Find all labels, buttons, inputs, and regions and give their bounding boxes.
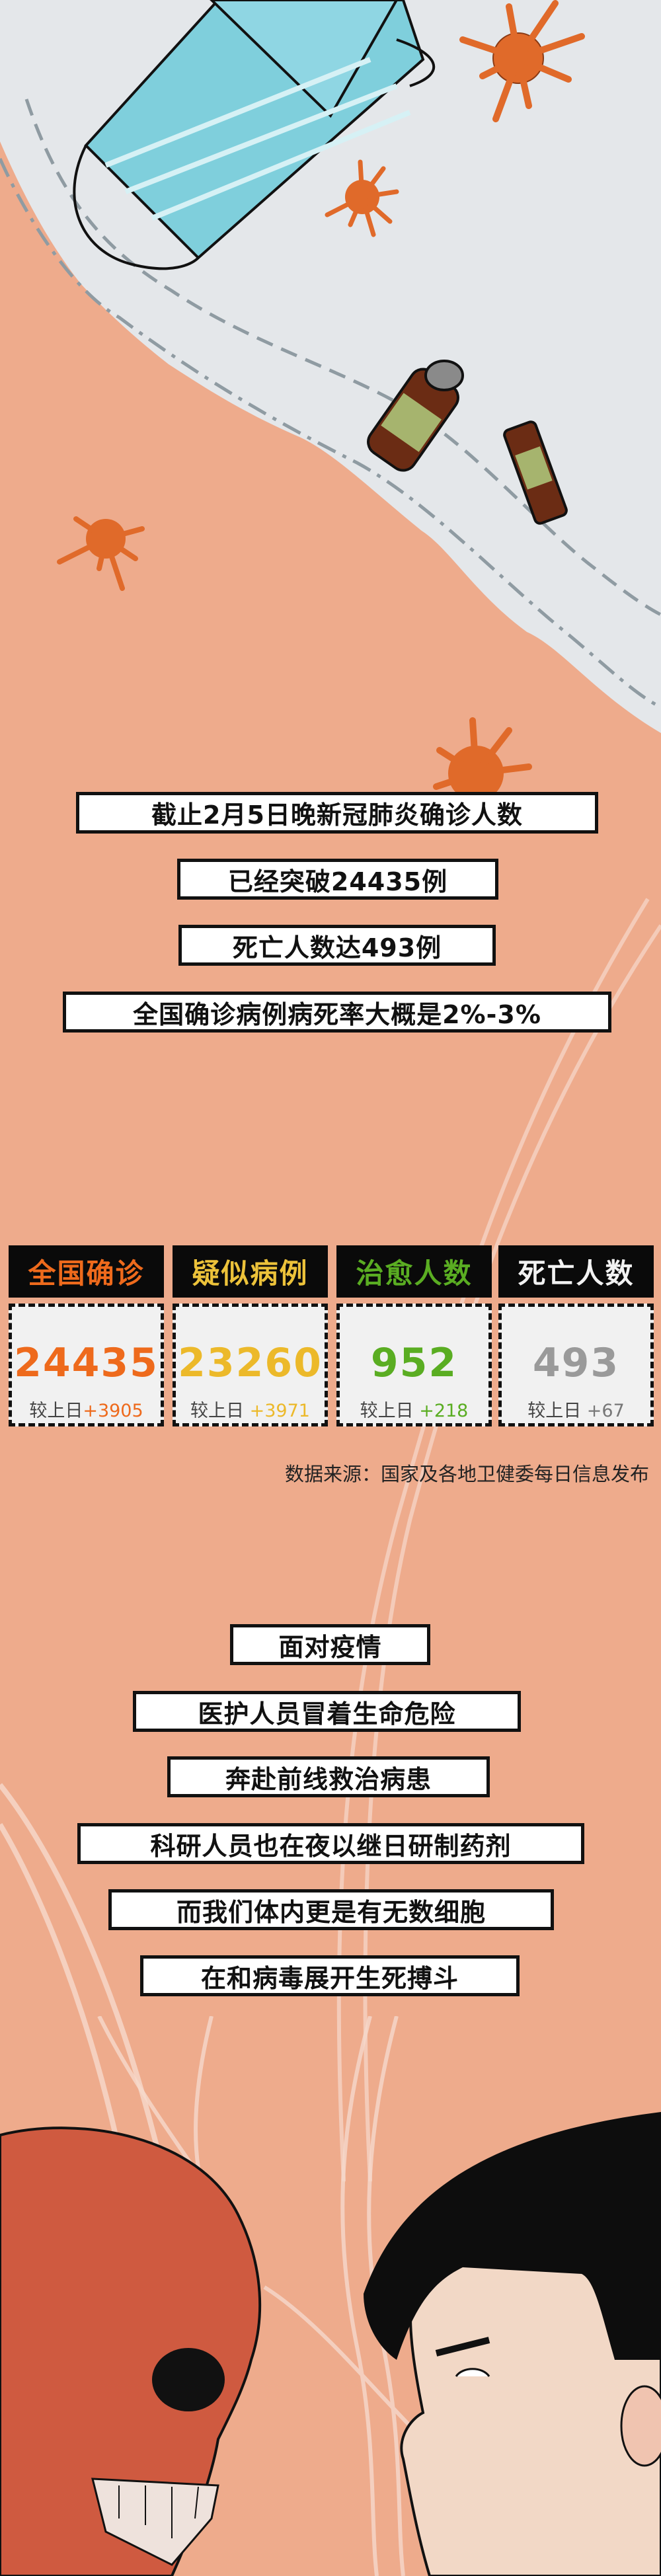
stat-delta: 较上日 +67 [527, 1401, 625, 1421]
stat-label-cured: 治愈人数 [336, 1245, 492, 1298]
stat-delta: 较上日 +218 [360, 1401, 469, 1421]
stat-value: 493 [532, 1340, 620, 1386]
dna-strand-decoration [0, 898, 661, 2181]
stat-card-suspected: 23260 较上日 +3971 [173, 1304, 328, 1426]
stitch-line [0, 157, 661, 709]
story-line-3: 奔赴前线救治病患 [167, 1756, 490, 1797]
virus-icon [57, 516, 145, 591]
intro-line-4: 全国确诊病例病死率大概是2%-3% [63, 992, 611, 1033]
virus-icon [459, 0, 585, 122]
stat-label-suspected: 疑似病例 [173, 1245, 328, 1298]
stat-value: 23260 [178, 1340, 323, 1386]
story-line-5: 而我们体内更是有无数细胞 [108, 1889, 554, 1930]
stat-delta: 较上日 +3971 [190, 1401, 310, 1421]
mask-and-virus-illustration [0, 0, 661, 793]
stat-label-deaths: 死亡人数 [498, 1245, 654, 1298]
stat-card-deaths: 493 较上日 +67 [498, 1304, 654, 1426]
intro-line-1: 截止2月5日晚新冠肺炎确诊人数 [76, 792, 598, 834]
red-skull-icon [0, 2127, 262, 2576]
intro-line-2: 已经突破24435例 [177, 859, 498, 900]
data-source-note: 数据来源：国家及各地卫健委每日信息发布 [284, 1463, 649, 1485]
story-line-4: 科研人员也在夜以继日研制药剂 [77, 1823, 584, 1864]
story-line-6: 在和病毒展开生死搏斗 [140, 1955, 520, 1996]
stitch-line-2 [24, 98, 661, 617]
medicine-vial-icon [503, 420, 568, 525]
virus-icon [433, 717, 532, 793]
stat-value: 952 [370, 1340, 458, 1386]
stat-delta: 较上日+3905 [29, 1401, 143, 1421]
story-line-1: 面对疫情 [230, 1624, 430, 1665]
skull-vs-man-illustration [0, 2016, 661, 2576]
stat-card-confirmed: 24435 较上日+3905 [9, 1304, 164, 1426]
stat-card-cured: 952 较上日 +218 [336, 1304, 492, 1426]
man-face-icon [364, 2112, 661, 2576]
intro-line-3: 死亡人数达493例 [178, 925, 496, 966]
medicine-bottle-icon [367, 360, 464, 472]
surgical-mask-icon [73, 0, 436, 270]
story-line-2: 医护人员冒着生命危险 [133, 1691, 521, 1732]
stat-label-confirmed: 全国确诊 [9, 1245, 164, 1298]
stat-value: 24435 [14, 1340, 159, 1386]
virus-icon [325, 159, 399, 237]
